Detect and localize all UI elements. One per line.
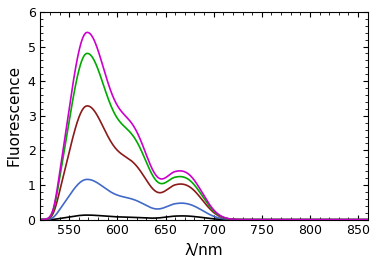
Y-axis label: Fluorescence: Fluorescence — [7, 65, 22, 166]
X-axis label: λ/nm: λ/nm — [185, 243, 223, 258]
